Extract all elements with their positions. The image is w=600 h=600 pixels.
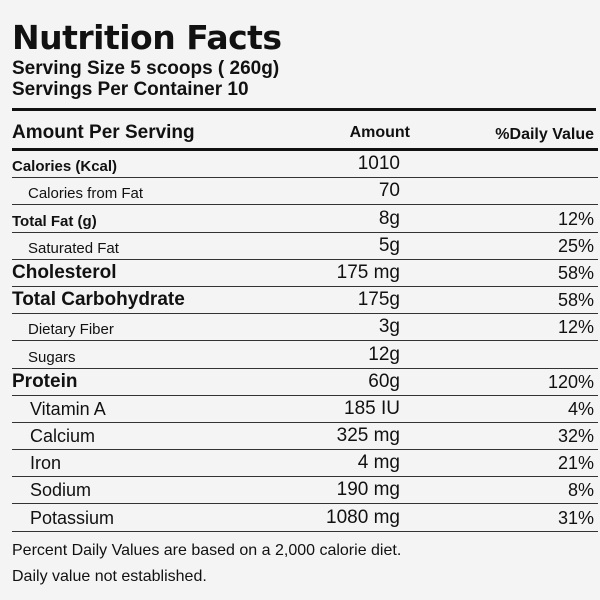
nutrient-name: Vitamin A [30,398,106,419]
table-row: Saturated Fat 5g 25% [12,233,598,260]
table-row: Calcium 325 mg 32% [12,423,598,451]
table-row: Calories from Fat 70 [12,178,598,206]
nutrient-daily-value: 8% [567,480,594,501]
nutrient-daily-value: 21% [557,453,594,474]
header-amount: Amount [349,124,410,141]
table-row: Cholesterol 175 mg 58% [12,260,598,287]
table-row: Sugars 12g [12,341,598,369]
table-row: Sodium 190 mg 8% [12,477,598,505]
nutrient-amount: 325 mg [336,425,400,447]
serving-size-value: 5 scoops ( 260g) [130,58,280,79]
nutrient-name: Potassium [30,507,115,528]
serving-size-line: Serving Size 5 scoops ( 260g) [12,58,596,79]
nutrient-daily-value: 120% [547,371,594,392]
nutrient-name: Total Carbohydrate [12,289,185,311]
table-header: Amount Per Serving Amount %Daily Value [12,120,598,151]
nutrient-name: Calcium [30,426,96,447]
nutrient-name: Saturated Fat [28,239,119,257]
nutrient-daily-value: 12% [557,208,594,229]
servings-per-container-line: Servings Per Container 10 [12,79,596,100]
nutrient-name: Total Fat (g) [12,212,97,230]
servings-per-container-label: Servings Per Container [12,79,223,100]
nutrient-amount: 4 mg [357,452,400,474]
nutrient-amount: 1080 mg [326,506,400,528]
nutrient-table: Amount Per Serving Amount %Daily Value C… [12,120,598,532]
nutrient-daily-value: 58% [557,290,594,311]
nutrient-daily-value: 31% [557,507,594,528]
footnotes: Percent Daily Values are based on a 2,00… [12,538,596,590]
nutrient-name: Iron [30,453,62,474]
nutrient-amount: 8g [378,207,400,229]
nutrient-amount: 3g [378,316,400,338]
nutrient-daily-value: 25% [557,235,594,256]
table-row: Dietary Fiber 3g 12% [12,314,598,342]
nutrient-name: Calories (Kcal) [12,158,118,176]
nutrient-daily-value: 32% [557,426,594,447]
footnote-not-established: Daily value not established. [12,567,207,585]
nutrient-amount: 12g [368,343,400,365]
table-row: Iron 4 mg 21% [12,450,598,478]
nutrient-amount: 1010 [357,153,400,175]
thick-divider [12,108,596,111]
header-daily-value: %Daily Value [495,126,594,143]
nutrient-amount: 185 IU [344,397,400,419]
table-row: Potassium 1080 mg 31% [12,504,598,532]
nutrient-amount: 175g [357,289,400,311]
header-amount-per-serving: Amount Per Serving [12,122,195,143]
nutrient-daily-value: 12% [557,317,594,338]
table-row: Calories (Kcal) 1010 [12,151,598,179]
nutrient-amount: 70 [378,180,400,202]
nutrient-name: Dietary Fiber [28,321,114,339]
footnote-daily-values: Percent Daily Values are based on a 2,00… [12,541,402,559]
servings-per-container-value: 10 [227,79,249,100]
nutrient-name: Cholesterol [12,261,117,283]
label-title: Nutrition Facts [12,18,282,57]
table-row: Total Carbohydrate 175g 58% [12,287,598,315]
table-row: Total Fat (g) 8g 12% [12,205,598,233]
nutrient-daily-value: 4% [567,398,594,419]
serving-size-label: Serving Size [12,58,125,79]
nutrient-name: Calories from Fat [28,185,144,203]
table-row: Protein 60g 120% [12,369,598,396]
nutrient-amount: 190 mg [336,479,400,501]
nutrient-name: Protein [12,370,78,392]
nutrient-name: Sodium [30,480,92,501]
nutrient-amount: 60g [368,370,400,392]
table-row: Vitamin A 185 IU 4% [12,396,598,423]
nutrient-daily-value: 58% [557,262,594,283]
nutrient-name: Sugars [28,348,76,366]
nutrient-amount: 175 mg [336,261,400,283]
nutrient-amount: 5g [378,234,400,256]
nutrition-facts-panel: Nutrition Facts Serving Size 5 scoops ( … [12,18,598,590]
